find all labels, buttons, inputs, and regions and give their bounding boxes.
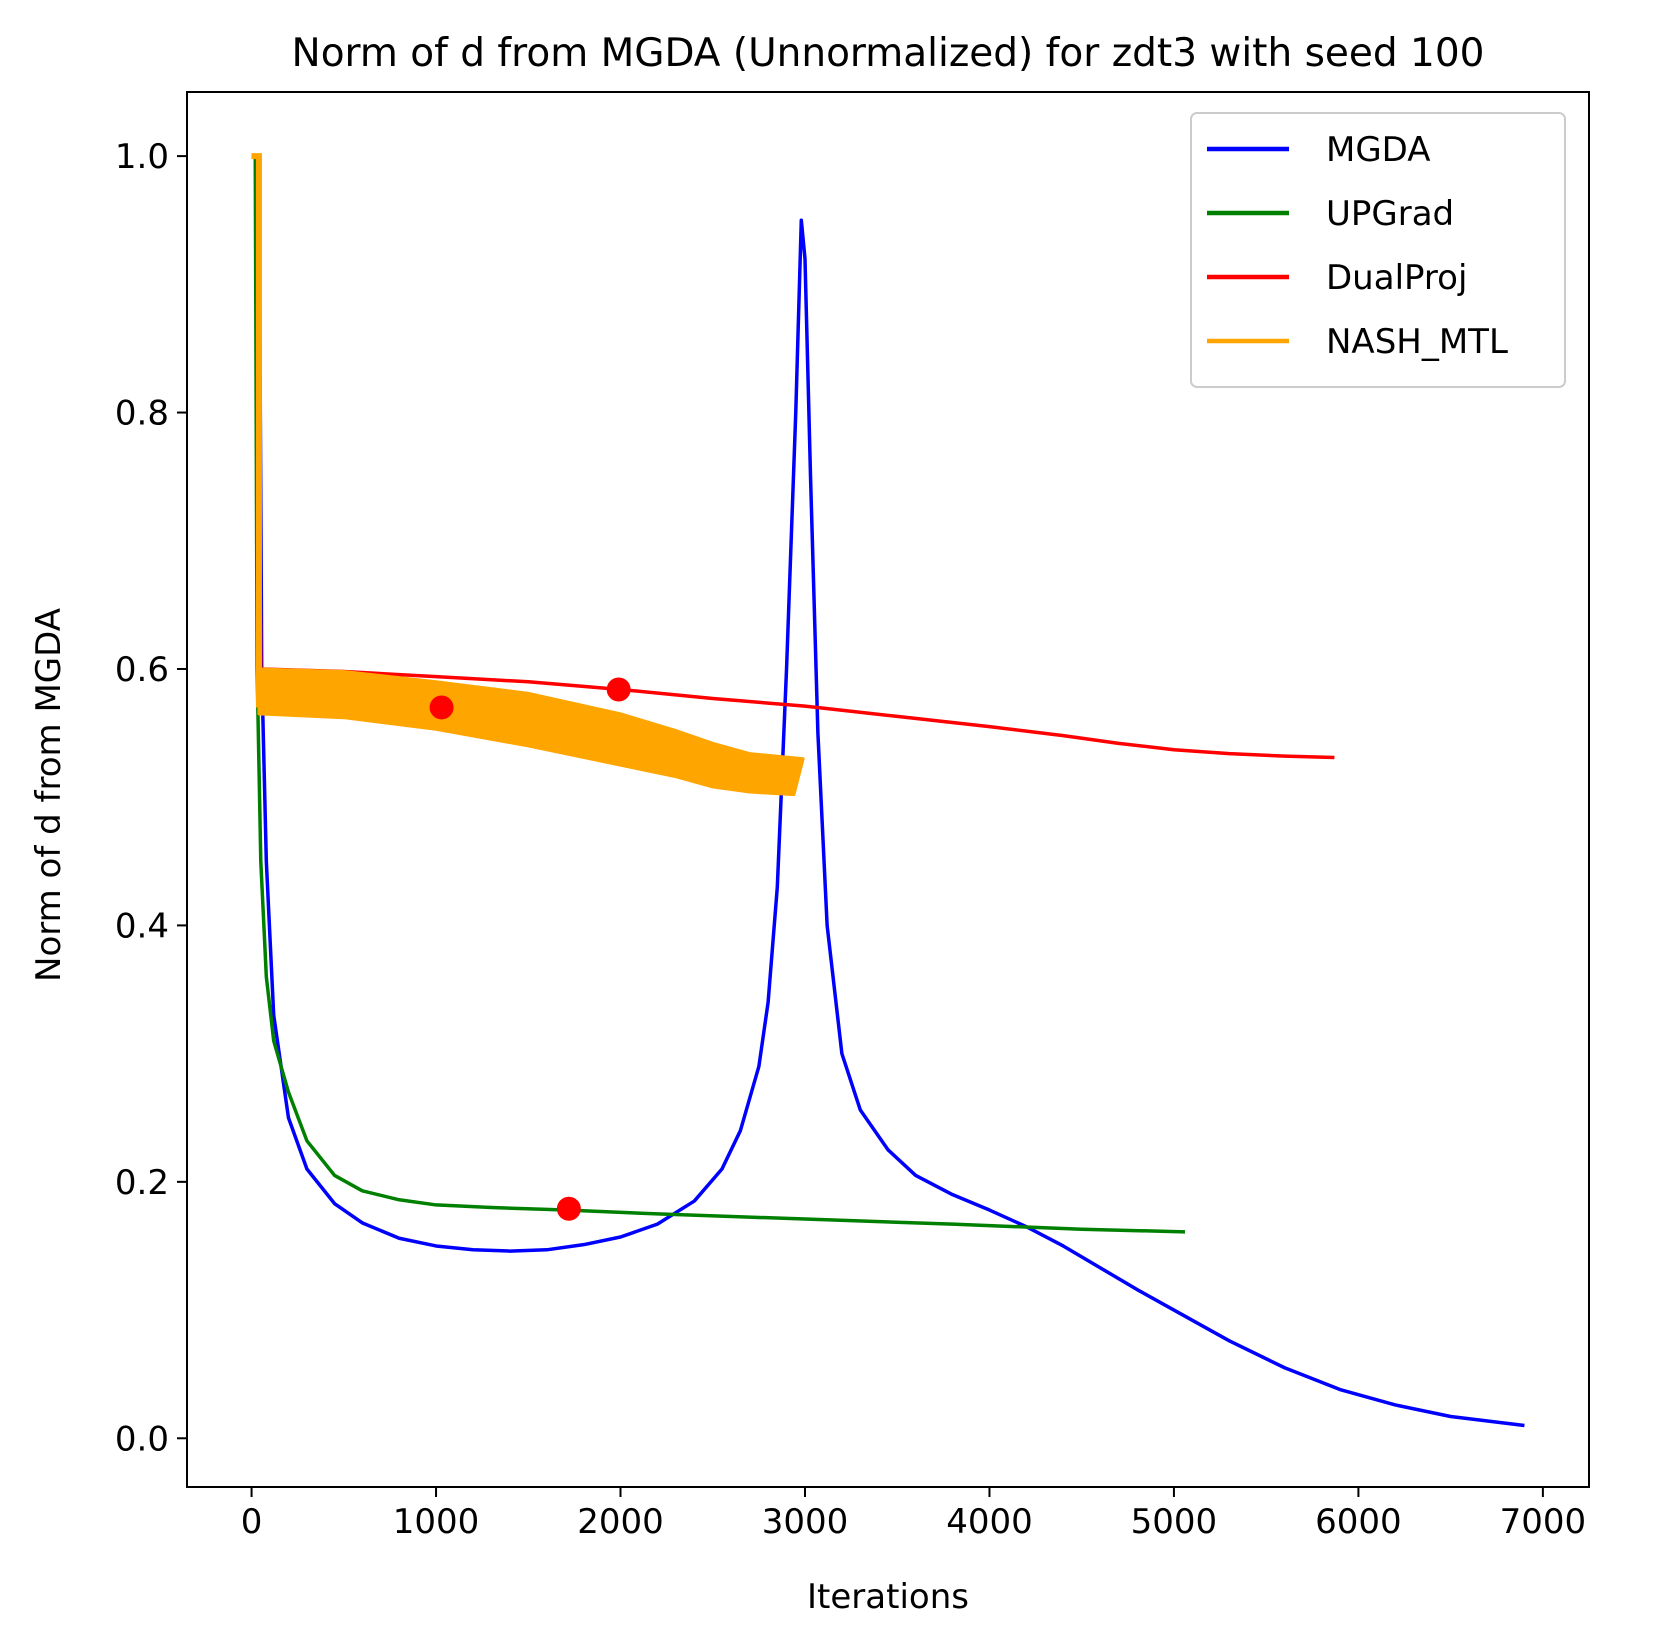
legend-label-dualproj: DualProj bbox=[1326, 258, 1467, 298]
marker-point-3 bbox=[556, 1196, 581, 1221]
x-tick-label: 3000 bbox=[762, 1502, 849, 1542]
axis-ticks: 0 1000 2000 3000 4000 5000 6000 7000 0.0 0.2 0.4 0.… bbox=[115, 137, 1586, 1542]
y-tick-label: 0.0 bbox=[115, 1419, 169, 1459]
x-axis-label: Iterations bbox=[807, 1577, 969, 1617]
plot-area bbox=[186, 91, 1590, 1488]
y-axis-label: Norm of d from MGDA bbox=[29, 608, 69, 982]
legend-box bbox=[1190, 112, 1566, 388]
legend-label-nash-mtl: NASH_MTL bbox=[1326, 322, 1508, 362]
series-line-mgda bbox=[257, 154, 1525, 1428]
y-tick-label: 0.4 bbox=[115, 906, 169, 946]
marker-point-2 bbox=[606, 677, 631, 702]
x-tick-label: 5000 bbox=[1131, 1502, 1218, 1542]
x-tick-label: 6000 bbox=[1315, 1502, 1402, 1542]
legend-label-mgda: MGDA bbox=[1326, 130, 1431, 170]
legend: MGDA UPGrad DualProj NASH_MTL bbox=[1190, 112, 1566, 388]
y-tick-label: 0.8 bbox=[115, 394, 169, 434]
marker-point-1 bbox=[429, 695, 454, 720]
y-tick-label: 0.2 bbox=[115, 1163, 169, 1203]
legend-label-upgrad: UPGrad bbox=[1326, 194, 1454, 234]
x-tick-label: 4000 bbox=[946, 1502, 1033, 1542]
x-tick-label: 2000 bbox=[577, 1502, 664, 1542]
series-spike-nash-mtl bbox=[251, 153, 262, 708]
y-tick-label: 0.6 bbox=[115, 650, 169, 690]
x-tick-label: 7000 bbox=[1500, 1502, 1587, 1542]
y-tick-label: 1.0 bbox=[115, 137, 169, 177]
x-tick-label: 1000 bbox=[393, 1502, 480, 1542]
series-line-upgrad bbox=[253, 156, 1186, 1234]
plot-frame bbox=[186, 91, 1590, 1488]
chart-title: Norm of d from MGDA (Unnormalized) for z… bbox=[292, 31, 1485, 76]
series-band-nash-mtl bbox=[257, 667, 805, 797]
x-tick-label: 0 bbox=[241, 1502, 263, 1542]
